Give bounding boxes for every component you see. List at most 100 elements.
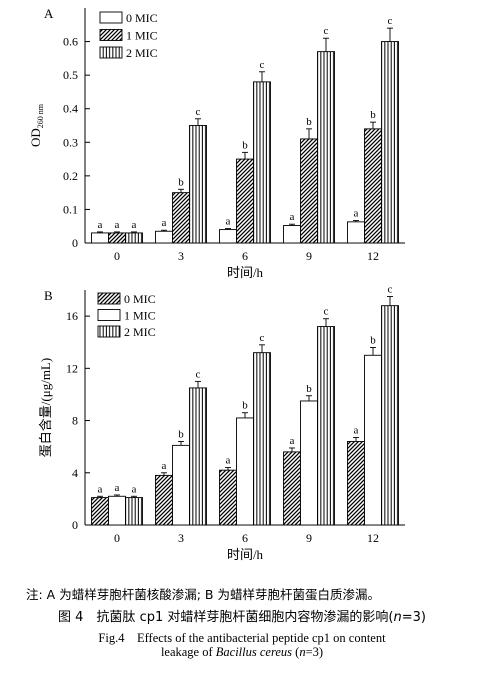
- y-tick-label: 0.5: [63, 68, 78, 82]
- significance-label: a: [115, 482, 120, 494]
- legend-swatch: [97, 292, 121, 305]
- x-tick-label: 6: [242, 531, 248, 545]
- x-axis-label: 时间/h: [227, 547, 264, 562]
- significance-label: c: [388, 284, 393, 296]
- bar: [108, 232, 126, 244]
- bar: [236, 158, 254, 244]
- significance-label: b: [178, 176, 184, 188]
- bar: [381, 41, 399, 244]
- bar: [236, 417, 254, 526]
- x-tick-label: 0: [114, 531, 120, 545]
- caption-en-mid: (: [292, 645, 300, 659]
- bar: [253, 352, 271, 526]
- bar: [125, 232, 143, 244]
- significance-label: b: [306, 383, 312, 395]
- y-tick-label: 16: [66, 309, 78, 323]
- y-tick-label: 4: [72, 466, 78, 480]
- caption-en-suffix: =3): [305, 645, 324, 659]
- figure-caption-english-line2: leakage of Bacillus cereus (n=3): [0, 645, 484, 660]
- bar: [364, 128, 382, 244]
- x-tick-label: 0: [114, 249, 120, 263]
- figure-caption-chinese: 图 4 抗菌肽 cp1 对蜡样芽胞杆菌细胞内容物渗漏的影响(n=3): [0, 606, 484, 625]
- caption-cn-prefix: 图 4 抗菌肽 cp1 对蜡样芽胞杆菌细胞内容物渗漏的影响(: [58, 610, 394, 625]
- significance-label: c: [260, 59, 265, 71]
- bar: [155, 230, 173, 244]
- significance-label: a: [290, 211, 295, 223]
- y-tick-label: 0.1: [63, 202, 78, 216]
- x-tick-label: 6: [242, 249, 248, 263]
- y-tick-label: 12: [66, 361, 78, 375]
- legend-swatch: [97, 325, 121, 338]
- bar: [172, 192, 190, 244]
- significance-label: c: [324, 306, 329, 318]
- y-axis-label: OD260 nm: [28, 103, 45, 147]
- legend-label: 0 MIC: [126, 11, 158, 25]
- significance-label: a: [354, 208, 359, 220]
- caption-cn-n: n: [393, 610, 402, 625]
- caption-en-n: n: [299, 645, 306, 659]
- significance-label: b: [242, 400, 248, 412]
- x-axis-label: 时间/h: [227, 265, 264, 280]
- bar: [317, 51, 335, 244]
- significance-label: b: [370, 109, 376, 121]
- y-tick-label: 0: [72, 236, 78, 250]
- significance-label: a: [115, 219, 120, 231]
- bar: [364, 354, 382, 526]
- bar: [381, 305, 399, 526]
- panel-label: B: [44, 288, 53, 303]
- bar: [155, 474, 173, 526]
- significance-label: a: [132, 483, 137, 495]
- caption-en-prefix: leakage of: [160, 645, 216, 659]
- legend-swatch: [97, 309, 121, 321]
- caption-cn-suffix: =3): [401, 610, 426, 625]
- figure-caption-english-line1: Fig.4 Effects of the antibacterial pepti…: [98, 631, 386, 645]
- x-tick-label: 12: [367, 249, 379, 263]
- significance-label: a: [132, 219, 137, 231]
- bar: [300, 400, 318, 526]
- legend-swatch: [99, 11, 123, 24]
- bar: [253, 81, 271, 244]
- figure-canvas: 00.10.20.30.40.50.60a a a3abc6abc9abc12abc…: [28, 6, 405, 562]
- legend-label: 2 MIC: [124, 325, 156, 339]
- bar: [347, 440, 365, 526]
- y-tick-label: 8: [72, 414, 78, 428]
- panel-label: A: [44, 6, 54, 21]
- significance-label: c: [196, 368, 201, 380]
- y-tick-label: 0: [72, 518, 78, 532]
- chart-panel-a: 00.10.20.30.40.50.60a a a3abc6abc9abc12abc…: [28, 6, 405, 280]
- y-tick-label: 0.2: [63, 169, 78, 183]
- bar: [219, 469, 237, 526]
- significance-label: a: [162, 460, 167, 472]
- significance-label: c: [196, 106, 201, 118]
- significance-label: c: [260, 332, 265, 344]
- bar: [300, 138, 318, 244]
- significance-label: b: [242, 139, 248, 151]
- x-tick-label: 3: [178, 531, 184, 545]
- bar: [172, 444, 190, 526]
- legend-swatch: [99, 46, 123, 59]
- x-tick-label: 3: [178, 249, 184, 263]
- y-tick-label: 0.4: [63, 102, 78, 116]
- bar: [189, 387, 207, 526]
- bar: [347, 221, 365, 244]
- significance-label: a: [226, 455, 231, 467]
- significance-label: a: [98, 219, 103, 231]
- significance-label: a: [354, 425, 359, 437]
- legend-swatch: [99, 29, 123, 41]
- bar: [317, 326, 335, 526]
- bar: [189, 125, 207, 244]
- y-tick-label: 0.3: [63, 135, 78, 149]
- legend-label: 1 MIC: [124, 309, 156, 323]
- legend-label: 2 MIC: [126, 46, 158, 60]
- legend-label: 0 MIC: [124, 292, 156, 306]
- y-tick-label: 0.6: [63, 35, 78, 49]
- bar: [219, 229, 237, 244]
- bar: [283, 451, 301, 526]
- significance-label: c: [388, 15, 393, 27]
- bar: [108, 495, 126, 526]
- bar: [283, 225, 301, 244]
- bar: [91, 497, 109, 526]
- x-tick-label: 9: [306, 531, 312, 545]
- significance-label: a: [98, 483, 103, 495]
- figure-note: 注: A 为蜡样芽胞杆菌核酸渗漏; B 为蜡样芽胞杆菌蛋白质渗漏。: [26, 587, 380, 602]
